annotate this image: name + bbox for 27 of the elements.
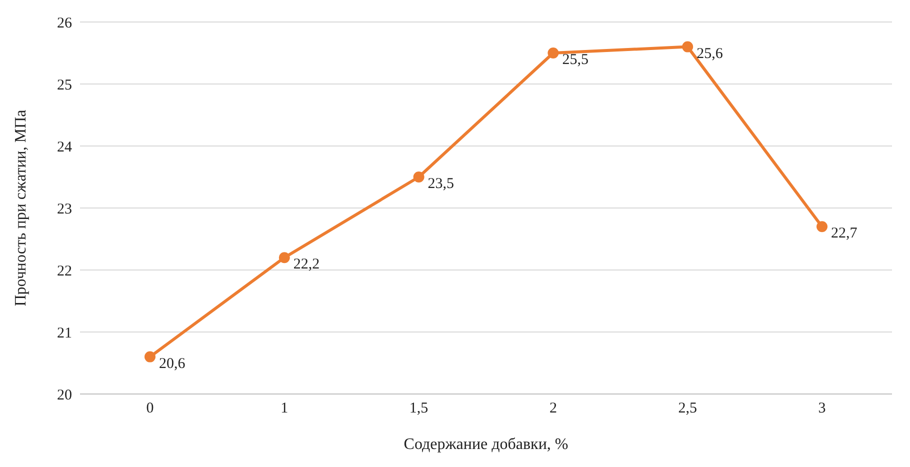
data-label: 22,2	[293, 256, 320, 273]
y-tick-label: 23	[57, 201, 72, 218]
data-label: 23,5	[428, 176, 454, 192]
x-tick-label: 0	[146, 400, 154, 417]
y-tick-label: 24	[57, 139, 72, 156]
x-tick-label: 2,5	[678, 400, 697, 417]
data-label: 25,6	[696, 46, 724, 62]
data-label: 25,5	[562, 52, 588, 68]
x-axis-title: Содержание добавки, %	[404, 436, 568, 453]
y-tick-label: 21	[57, 325, 72, 342]
data-label: 22,7	[831, 226, 858, 242]
x-tick-label: 1,5	[409, 400, 428, 417]
point	[278, 252, 290, 264]
y-tick-label: 22	[57, 263, 72, 280]
x-tick-label: 1	[280, 400, 288, 417]
point	[816, 221, 828, 232]
point	[682, 41, 694, 52]
x-tick-label: 2	[549, 400, 557, 417]
data-label: 20,6	[159, 356, 186, 372]
y-axis-title: Прочность при сжатии, МПа	[12, 110, 30, 306]
y-tick-label: 26	[57, 15, 72, 32]
point	[413, 172, 424, 182]
point	[548, 48, 559, 58]
point	[144, 351, 156, 362]
y-tick-label: 20	[57, 387, 72, 404]
x-tick-label: 3	[818, 400, 826, 417]
y-tick-label: 25	[57, 77, 72, 94]
